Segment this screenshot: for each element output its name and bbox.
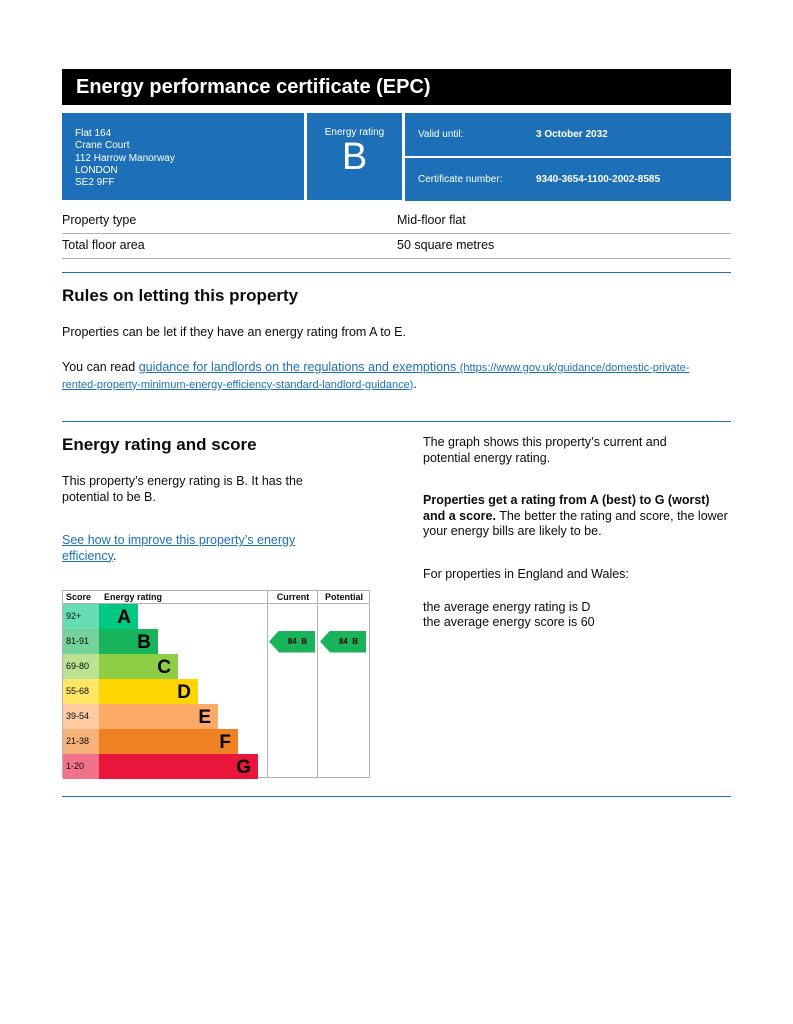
validity-label: Valid until: — [418, 129, 464, 140]
band-row: 1-20 G — [63, 754, 267, 779]
rating-label: Energy rating — [324, 127, 385, 138]
band-score: 1-20 — [63, 754, 99, 779]
marker-score: 84 — [287, 636, 297, 646]
section-heading: Energy rating and score — [62, 435, 257, 454]
paragraph: The graph shows this property’s current … — [423, 435, 667, 465]
bold-text: Properties get a rating from A (best) to… — [423, 493, 710, 523]
text: The better the rating and score, the low… — [423, 508, 728, 539]
property-value: 50 square metres — [397, 238, 495, 252]
band-score: 39-54 — [63, 704, 99, 729]
title: Energy performance certificate (EPC) — [76, 76, 431, 98]
marker-rating: B — [301, 636, 307, 646]
paragraph: Properties get a rating from A (best) to… — [423, 493, 733, 540]
certificate-box: Certificate number: 9340-3654-1100-2002-… — [405, 158, 731, 201]
column-header: Potential — [324, 592, 363, 602]
validity-box: Valid until: 3 October 2032 — [405, 113, 731, 156]
validity-value: 3 October 2032 — [536, 129, 608, 140]
current-marker: 84 B — [269, 630, 315, 653]
rating-chart: Score Energy rating Current Potential 92… — [62, 590, 370, 779]
address-box: Flat 164 Crane Court 112 Harrow Manorway… — [62, 113, 304, 200]
paragraph: You can read guidance for landlords on t… — [62, 360, 712, 393]
column-header: Score — [66, 592, 92, 602]
link-text[interactable]: guidance for landlords on the regulation… — [138, 360, 457, 374]
paragraph: For properties in England and Wales: — [423, 567, 629, 581]
divider — [62, 272, 731, 273]
band-bar: A — [99, 604, 138, 629]
certificate-label: Certificate number: — [418, 174, 503, 185]
band-bar: E — [99, 704, 218, 729]
divider — [62, 421, 731, 422]
band-row: 55-68 D — [63, 679, 267, 704]
text: . — [112, 548, 117, 563]
band-row: 69-80 C — [63, 654, 267, 679]
link-url[interactable]: (https://www.gov.uk/guidance/domestic-pr… — [62, 362, 690, 391]
column-rule — [267, 591, 268, 777]
column-rule — [317, 591, 318, 777]
marker-rating: B — [352, 636, 358, 646]
band-bar: G — [99, 754, 258, 779]
rating-letter: B — [341, 136, 368, 178]
band-bar: C — [99, 654, 178, 679]
band-score: 81-91 — [63, 629, 99, 654]
address-line: LONDON — [75, 164, 118, 176]
column-header: Current — [276, 592, 310, 602]
band-bar: B — [99, 629, 158, 654]
band-bar: F — [99, 729, 238, 754]
band-row: 21-38 F — [63, 729, 267, 754]
address-line: Crane Court — [75, 140, 130, 152]
rating-box: Energy rating B — [307, 113, 402, 200]
band-score: 21-38 — [63, 729, 99, 754]
guidance-link[interactable]: guidance for landlords on the regulation… — [62, 360, 689, 391]
paragraph: Properties can be let if they have an en… — [62, 325, 406, 339]
band-bar: D — [99, 679, 198, 704]
text: . — [413, 376, 417, 391]
property-label: Total floor area — [62, 238, 145, 252]
marker-score: 84 — [338, 636, 348, 646]
text: You can read — [62, 360, 139, 374]
band-score: 55-68 — [63, 679, 99, 704]
header-rule — [63, 603, 369, 604]
address-line: Flat 164 — [75, 128, 112, 139]
potential-marker: 84 B — [320, 630, 366, 653]
column-header: Energy rating — [104, 592, 163, 602]
title-bar: Energy performance certificate (EPC) — [62, 69, 731, 105]
section-heading: Rules on letting this property — [62, 286, 299, 305]
certificate-value: 9340-3654-1100-2002-8585 — [536, 174, 660, 185]
band-score: 69-80 — [63, 654, 99, 679]
property-row: Property type Mid-floor flat — [62, 209, 731, 234]
paragraph: the average energy score is 60 — [423, 615, 595, 629]
property-row: Total floor area 50 square metres — [62, 234, 731, 259]
band-row: 81-91 B — [63, 629, 267, 654]
paragraph: This property’s energy rating is B. It h… — [62, 474, 303, 504]
property-value: Mid-floor flat — [397, 213, 466, 227]
improve-link[interactable]: See how to improve this property’s energ… — [62, 533, 296, 563]
band-score: 92+ — [63, 604, 99, 629]
paragraph: the average energy rating is D — [423, 600, 591, 614]
divider — [62, 796, 731, 797]
address-line: SE2 9FF — [75, 177, 115, 189]
band-row: 92+ A — [63, 604, 267, 629]
property-label: Property type — [62, 213, 137, 227]
band-row: 39-54 E — [63, 704, 267, 729]
address-line: 112 Harrow Manorway — [75, 152, 175, 164]
paragraph: See how to improve this property’s energ… — [62, 533, 332, 564]
